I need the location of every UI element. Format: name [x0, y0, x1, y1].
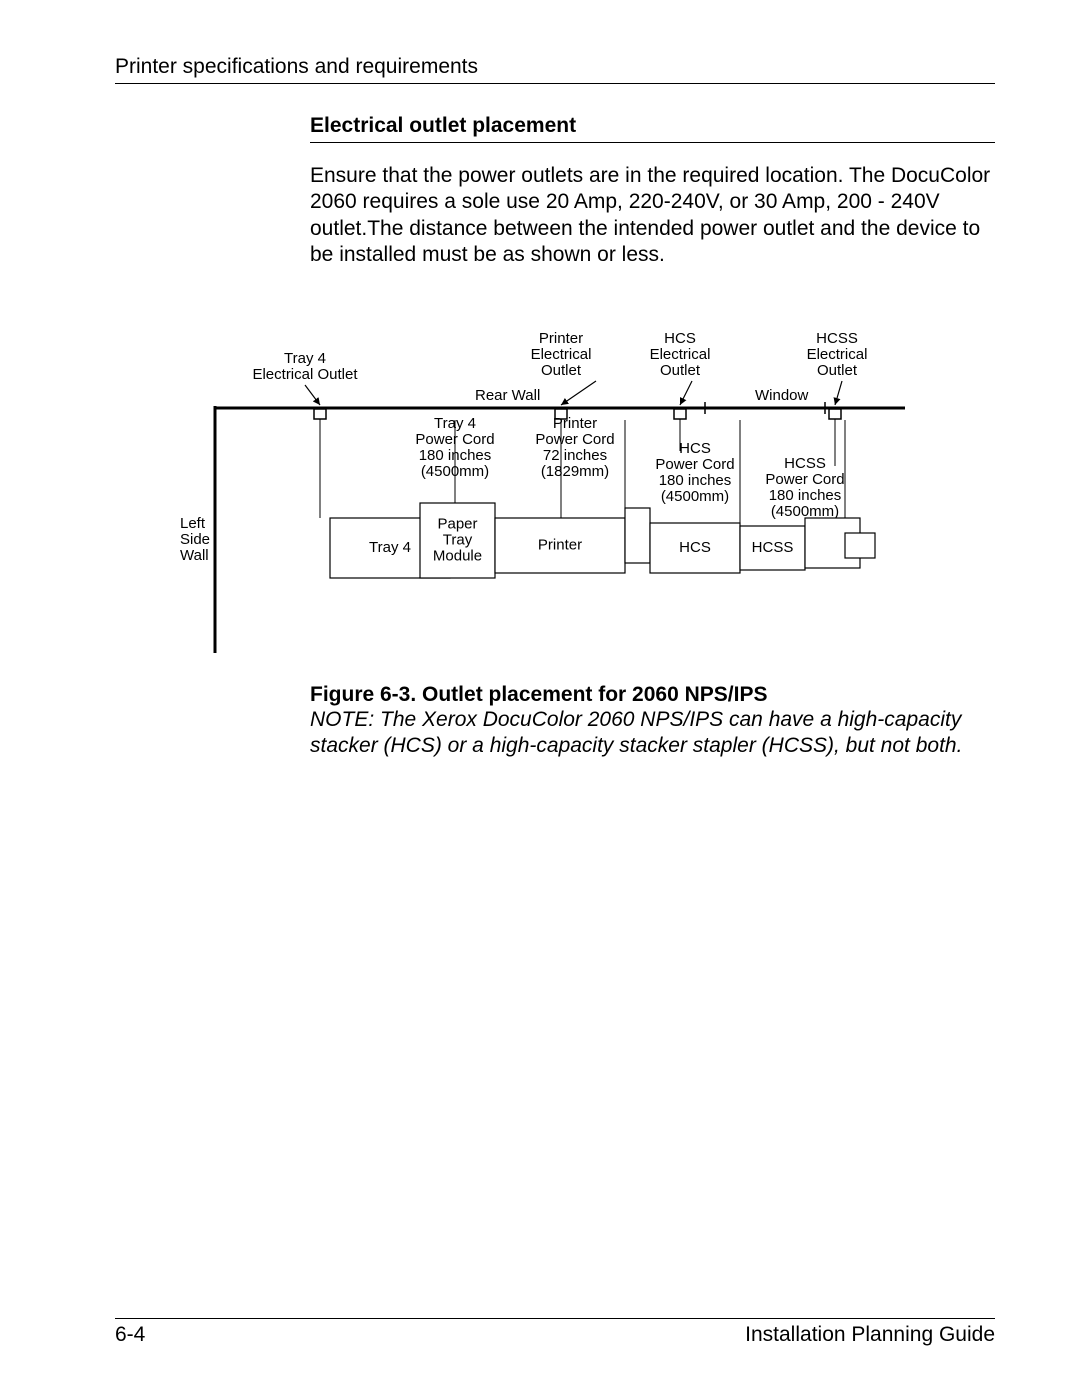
svg-text:(1829mm): (1829mm) — [541, 463, 609, 480]
svg-text:(4500mm): (4500mm) — [661, 488, 729, 505]
svg-text:Wall: Wall — [180, 547, 209, 564]
svg-text:Printer: Printer — [538, 537, 582, 554]
section-body: Ensure that the power outlets are in the… — [310, 163, 995, 268]
figure-note: NOTE: The Xerox DocuColor 2060 NPS/IPS c… — [310, 707, 995, 760]
footer-doc-title: Installation Planning Guide — [745, 1323, 995, 1347]
svg-text:HCSS: HCSS — [816, 330, 858, 347]
section-title: Electrical outlet placement — [310, 114, 995, 143]
svg-text:Left: Left — [180, 515, 206, 532]
svg-text:Rear Wall: Rear Wall — [475, 387, 540, 404]
svg-text:Electrical: Electrical — [531, 346, 592, 363]
svg-text:180 inches: 180 inches — [659, 472, 732, 489]
svg-text:72 inches: 72 inches — [543, 447, 607, 464]
header-title: Printer specifications and requirements — [115, 55, 478, 78]
svg-text:Outlet: Outlet — [541, 362, 582, 379]
svg-text:Power Cord: Power Cord — [535, 431, 614, 448]
svg-text:Side: Side — [180, 531, 210, 548]
page-footer: 6-4 Installation Planning Guide — [115, 1318, 995, 1347]
svg-text:HCS: HCS — [679, 440, 711, 457]
svg-text:Tray 4: Tray 4 — [369, 539, 411, 556]
svg-text:Tray 4: Tray 4 — [284, 350, 326, 367]
svg-text:Electrical: Electrical — [807, 346, 868, 363]
footer-page-number: 6-4 — [115, 1323, 145, 1347]
svg-text:HCSS: HCSS — [752, 539, 794, 556]
svg-text:Paper: Paper — [437, 516, 477, 533]
svg-text:Electrical Outlet: Electrical Outlet — [252, 366, 358, 383]
svg-text:Power Cord: Power Cord — [765, 471, 844, 488]
page-header: Printer specifications and requirements — [115, 55, 995, 84]
svg-text:Power Cord: Power Cord — [655, 456, 734, 473]
figure-caption: Figure 6-3. Outlet placement for 2060 NP… — [310, 683, 995, 707]
svg-text:Printer: Printer — [539, 330, 583, 347]
svg-text:HCS: HCS — [679, 539, 711, 556]
svg-text:Tray: Tray — [443, 532, 473, 549]
svg-text:Electrical: Electrical — [650, 346, 711, 363]
svg-text:Outlet: Outlet — [660, 362, 701, 379]
outlet-diagram: Rear WallWindowTray 4Electrical OutletPr… — [145, 308, 995, 663]
svg-text:Printer: Printer — [553, 415, 597, 432]
svg-text:HCSS: HCSS — [784, 455, 826, 472]
svg-text:Module: Module — [433, 548, 482, 565]
svg-text:Outlet: Outlet — [817, 362, 858, 379]
svg-text:Window: Window — [755, 387, 809, 404]
svg-text:180 inches: 180 inches — [769, 487, 842, 504]
svg-text:HCS: HCS — [664, 330, 696, 347]
